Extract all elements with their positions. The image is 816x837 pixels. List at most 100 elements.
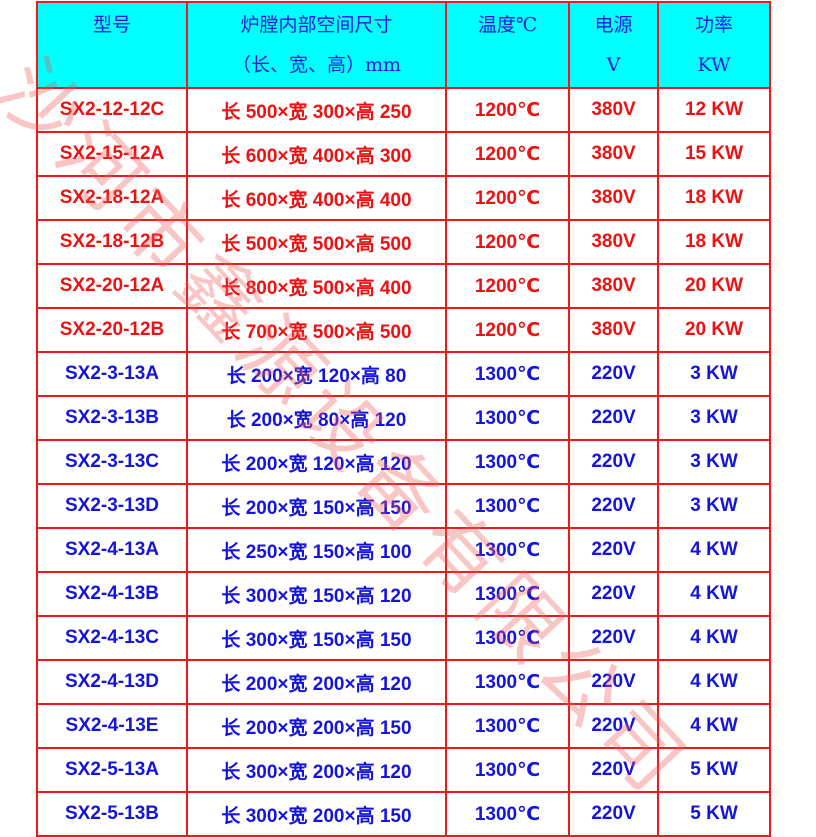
cell-power: 5 KW xyxy=(657,791,771,837)
cell-model: SX2-15-12A xyxy=(36,131,188,177)
cell-temp: 1300℃ xyxy=(445,439,570,485)
cell-model: SX2-12-12C xyxy=(36,87,188,133)
cell-voltage: 220V xyxy=(568,395,659,441)
cell-model: SX2-3-13B xyxy=(36,395,188,441)
table-row: SX2-5-13B 长 300×宽 200×高 150 1300℃ 220V 5 KW xyxy=(36,791,771,837)
cell-temp: 1300℃ xyxy=(445,615,570,661)
table-row: SX2-18-12B 长 500×宽 500×高 500 1200℃ 380V 18 K… xyxy=(36,219,771,265)
table-row: SX2-4-13C 长 300×宽 150×高 150 1300℃ 220V 4 KW xyxy=(36,615,771,661)
cell-power: 5 KW xyxy=(657,747,771,793)
cell-model: SX2-5-13B xyxy=(36,791,188,837)
header-voltage: 电源 V xyxy=(568,1,659,89)
table-row: SX2-4-13D 长 200×宽 200×高 120 1300℃ 220V 4 KW xyxy=(36,659,771,705)
cell-model: SX2-4-13D xyxy=(36,659,188,705)
cell-size: 长 800×宽 500×高 400 xyxy=(186,263,447,309)
header-power: 功率 KW xyxy=(657,1,771,89)
cell-power: 3 KW xyxy=(657,351,771,397)
cell-temp: 1300℃ xyxy=(445,703,570,749)
table-row: SX2-3-13B 长 200×宽 80×高 120 1300℃ 220V 3 KW xyxy=(36,395,771,441)
cell-model: SX2-4-13C xyxy=(36,615,188,661)
table-row: SX2-3-13D 长 200×宽 150×高 150 1300℃ 220V 3 KW xyxy=(36,483,771,529)
cell-model: SX2-20-12B xyxy=(36,307,188,353)
cell-power: 20 KW xyxy=(657,263,771,309)
cell-voltage: 220V xyxy=(568,791,659,837)
cell-temp: 1300℃ xyxy=(445,527,570,573)
cell-voltage: 220V xyxy=(568,571,659,617)
cell-power: 12 KW xyxy=(657,87,771,133)
cell-temp: 1200℃ xyxy=(445,307,570,353)
cell-voltage: 220V xyxy=(568,351,659,397)
cell-power: 4 KW xyxy=(657,659,771,705)
cell-temp: 1200℃ xyxy=(445,175,570,221)
cell-size: 长 600×宽 400×高 400 xyxy=(186,175,447,221)
cell-model: SX2-4-13A xyxy=(36,527,188,573)
cell-model: SX2-3-13C xyxy=(36,439,188,485)
cell-size: 长 300×宽 200×高 120 xyxy=(186,747,447,793)
cell-size: 长 500×宽 300×高 250 xyxy=(186,87,447,133)
cell-power: 15 KW xyxy=(657,131,771,177)
table-row: SX2-4-13E 长 200×宽 200×高 150 1300℃ 220V 4 KW xyxy=(36,703,771,749)
spec-table: 型号 炉膛内部空间尺寸 （长、宽、高）mm 温度℃ 电源 V 功率 KW SX2-12… xyxy=(36,1,771,837)
cell-size: 长 300×宽 150×高 120 xyxy=(186,571,447,617)
cell-power: 18 KW xyxy=(657,175,771,221)
table-row: SX2-12-12C 长 500×宽 300×高 250 1200℃ 380V 12 K… xyxy=(36,87,771,133)
table-row: SX2-20-12A 长 800×宽 500×高 400 1200℃ 380V 20 K… xyxy=(36,263,771,309)
cell-size: 长 200×宽 120×高 80 xyxy=(186,351,447,397)
cell-temp: 1200℃ xyxy=(445,87,570,133)
cell-model: SX2-20-12A xyxy=(36,263,188,309)
cell-power: 4 KW xyxy=(657,571,771,617)
cell-temp: 1300℃ xyxy=(445,659,570,705)
cell-voltage: 220V xyxy=(568,703,659,749)
cell-voltage: 220V xyxy=(568,527,659,573)
cell-power: 18 KW xyxy=(657,219,771,265)
header-temp: 温度℃ xyxy=(445,1,570,89)
cell-size: 长 200×宽 200×高 120 xyxy=(186,659,447,705)
cell-voltage: 380V xyxy=(568,219,659,265)
table-row: SX2-15-12A 长 600×宽 400×高 300 1200℃ 380V 15 K… xyxy=(36,131,771,177)
cell-model: SX2-4-13E xyxy=(36,703,188,749)
cell-power: 3 KW xyxy=(657,483,771,529)
table-row: SX2-20-12B 长 700×宽 500×高 500 1200℃ 380V 20 K… xyxy=(36,307,771,353)
cell-temp: 1300℃ xyxy=(445,791,570,837)
cell-size: 长 200×宽 150×高 150 xyxy=(186,483,447,529)
header-row: 型号 炉膛内部空间尺寸 （长、宽、高）mm 温度℃ 电源 V 功率 KW xyxy=(36,1,771,89)
cell-temp: 1200℃ xyxy=(445,219,570,265)
cell-size: 长 200×宽 120×高 120 xyxy=(186,439,447,485)
cell-power: 20 KW xyxy=(657,307,771,353)
cell-model: SX2-5-13A xyxy=(36,747,188,793)
cell-size: 长 200×宽 200×高 150 xyxy=(186,703,447,749)
cell-voltage: 380V xyxy=(568,307,659,353)
cell-power: 4 KW xyxy=(657,703,771,749)
cell-temp: 1200℃ xyxy=(445,263,570,309)
cell-voltage: 220V xyxy=(568,439,659,485)
cell-temp: 1300℃ xyxy=(445,571,570,617)
cell-voltage: 220V xyxy=(568,659,659,705)
cell-temp: 1300℃ xyxy=(445,747,570,793)
cell-size: 长 250×宽 150×高 100 xyxy=(186,527,447,573)
cell-voltage: 380V xyxy=(568,263,659,309)
cell-voltage: 380V xyxy=(568,131,659,177)
cell-size: 长 300×宽 150×高 150 xyxy=(186,615,447,661)
cell-temp: 1300℃ xyxy=(445,483,570,529)
cell-voltage: 380V xyxy=(568,175,659,221)
header-size: 炉膛内部空间尺寸 （长、宽、高）mm xyxy=(186,1,447,89)
cell-size: 长 300×宽 200×高 150 xyxy=(186,791,447,837)
cell-voltage: 220V xyxy=(568,483,659,529)
cell-voltage: 220V xyxy=(568,747,659,793)
cell-model: SX2-18-12A xyxy=(36,175,188,221)
table-row: SX2-3-13C 长 200×宽 120×高 120 1300℃ 220V 3 KW xyxy=(36,439,771,485)
cell-power: 4 KW xyxy=(657,615,771,661)
table-row: SX2-5-13A 长 300×宽 200×高 120 1300℃ 220V 5 KW xyxy=(36,747,771,793)
cell-size: 长 500×宽 500×高 500 xyxy=(186,219,447,265)
table-row: SX2-3-13A 长 200×宽 120×高 80 1300℃ 220V 3 KW xyxy=(36,351,771,397)
cell-power: 3 KW xyxy=(657,395,771,441)
cell-voltage: 220V xyxy=(568,615,659,661)
header-model: 型号 xyxy=(36,1,188,89)
cell-model: SX2-18-12B xyxy=(36,219,188,265)
cell-model: SX2-3-13A xyxy=(36,351,188,397)
cell-power: 3 KW xyxy=(657,439,771,485)
table-row: SX2-18-12A 长 600×宽 400×高 400 1200℃ 380V 18 K… xyxy=(36,175,771,221)
table-row: SX2-4-13B 长 300×宽 150×高 120 1300℃ 220V 4 KW xyxy=(36,571,771,617)
cell-model: SX2-3-13D xyxy=(36,483,188,529)
cell-voltage: 380V xyxy=(568,87,659,133)
